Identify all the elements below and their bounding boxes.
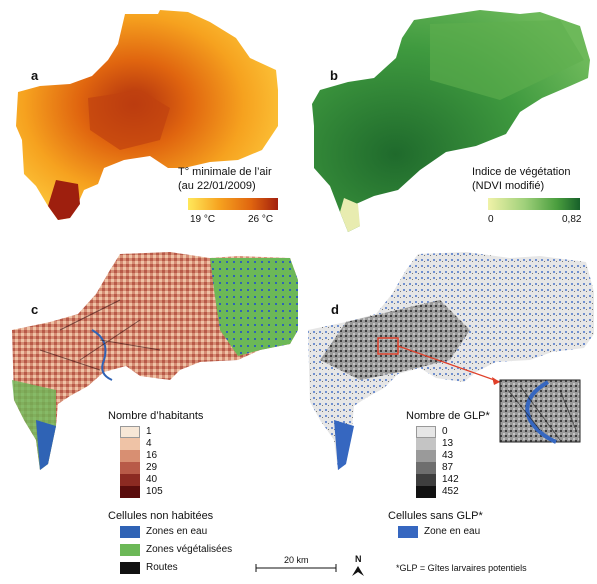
population-class-label: 16: [146, 450, 158, 461]
vegetation-map: [312, 10, 590, 232]
ndvi-max-label: 0,82: [562, 214, 582, 225]
ndvi-colorbar: [488, 198, 580, 210]
vegetation-swatch: [120, 544, 140, 556]
water-swatch: [120, 526, 140, 538]
vegetation-zone-label: Zones végétalisées: [146, 544, 233, 555]
water-swatch: [398, 526, 418, 538]
glp-class-label: 142: [442, 474, 459, 485]
roads-swatch: [120, 562, 140, 574]
zoom-leader-line: [397, 345, 501, 383]
temperature-min-label: 19 °C: [190, 214, 216, 225]
scale-bar: [255, 564, 337, 572]
temperature-legend-subtitle: (au 22/01/2009): [178, 180, 256, 192]
glp-map: [308, 252, 594, 470]
zoom-inset: [499, 379, 581, 444]
footnote: *GLP = Gîtes larvaires potentiels: [396, 563, 527, 573]
water-zone-label: Zones en eau: [146, 526, 208, 537]
glp-class-label: 87: [442, 462, 454, 473]
panel-letter-b: b: [330, 68, 338, 83]
glp-swatch: [416, 426, 436, 438]
glp-class-label: 13: [442, 438, 454, 449]
roads-label: Routes: [146, 562, 178, 573]
glp-swatch: [416, 438, 436, 450]
population-class-label: 4: [146, 438, 152, 449]
ndvi-legend-title: Indice de végétation: [472, 166, 571, 178]
population-swatch: [120, 486, 140, 498]
temperature-colorbar: [188, 198, 278, 210]
population-swatch: [120, 426, 140, 438]
population-class-label: 105: [146, 486, 163, 497]
population-swatch: [120, 474, 140, 486]
scale-bar-label: 20 km: [284, 555, 309, 565]
water-zone-label: Zone en eau: [424, 526, 481, 537]
population-swatch: [120, 450, 140, 462]
panel-letter-d: d: [331, 302, 339, 317]
population-class-label: 40: [146, 474, 158, 485]
population-class-label: 29: [146, 462, 158, 473]
uninhabited-legend-title: Cellules non habitées: [108, 510, 214, 522]
population-swatch: [120, 438, 140, 450]
no-glp-legend-title: Cellules sans GLP*: [388, 510, 483, 522]
temperature-max-label: 26 °C: [248, 214, 274, 225]
glp-class-label: 43: [442, 450, 454, 461]
glp-swatch: [416, 450, 436, 462]
panel-letter-c: c: [31, 302, 39, 317]
north-label: N: [355, 554, 362, 564]
panel-letter-a: a: [31, 68, 39, 83]
glp-legend-title: Nombre de GLP*: [406, 410, 490, 422]
ndvi-min-label: 0: [488, 214, 494, 225]
population-swatch: [120, 462, 140, 474]
glp-swatch: [416, 474, 436, 486]
north-arrow-icon: [352, 566, 364, 576]
temperature-legend-title: T° minimale de l’air: [178, 166, 272, 178]
population-legend-title: Nombre d’habitants: [108, 410, 204, 422]
population-class-label: 1: [146, 426, 152, 437]
temperature-map: [16, 10, 278, 220]
ndvi-legend-subtitle: (NDVI modifié): [472, 180, 545, 192]
glp-class-label: 452: [442, 486, 459, 497]
population-map: [12, 252, 298, 470]
glp-swatch: [416, 486, 436, 498]
glp-class-label: 0: [442, 426, 448, 437]
glp-swatch: [416, 462, 436, 474]
